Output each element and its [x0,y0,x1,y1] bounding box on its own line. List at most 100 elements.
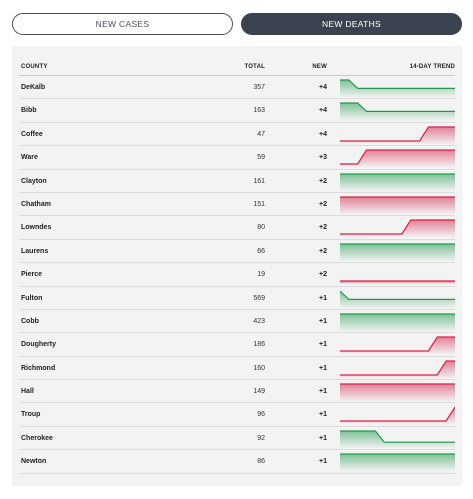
trend-area [340,384,455,402]
trend-line [340,102,455,113]
trend-line [340,336,455,352]
new-deaths: +2 [319,177,327,185]
trend-sparkline [340,219,455,238]
column-header-new[interactable]: NEW [312,64,327,70]
county-table-panel: COUNTY TOTAL NEW 14-DAY TREND DeKalb 357 +… [12,46,462,486]
trend-sparkline [340,407,455,425]
table-row: Lowndes 80 +2 [19,216,455,240]
table-row: Laurens 66 +2 [19,240,455,264]
new-deaths: +4 [319,84,327,91]
trend-line [340,149,455,165]
trend-line [340,126,455,142]
table-row: Richmond 160 +1 [19,357,455,381]
new-deaths: +2 [319,271,327,279]
table-row: Cobb 423 +1 [19,310,455,334]
county-name: Laurens [21,247,49,255]
tab-new-cases[interactable]: NEW CASES [12,13,233,35]
new-deaths: +1 [319,364,327,372]
trend-sparkline [340,453,455,472]
new-deaths: +1 [319,294,327,302]
county-name: Ware [21,154,38,162]
trend-sparkline [340,430,455,448]
total-deaths: 163 [253,107,265,115]
new-deaths: +2 [319,224,327,232]
total-deaths: 66 [257,247,265,255]
table-row: Clayton 161 +2 [19,170,455,193]
county-name: Troup [21,411,41,419]
column-header-total[interactable]: TOTAL [244,64,265,70]
new-deaths: +1 [319,317,327,325]
trend-area [340,407,455,425]
case-type-tabs: NEW CASES NEW DEATHS [12,13,462,35]
county-name: Cherokee [21,434,53,442]
county-name: Bibb [21,107,37,115]
total-deaths: 151 [253,200,265,208]
trend-area [340,220,455,238]
county-name: Lowndes [21,224,52,232]
county-name: Pierce [21,271,43,279]
total-deaths: 423 [253,317,265,325]
county-name: Chatham [21,200,51,208]
new-deaths: +2 [319,247,327,255]
total-deaths: 80 [257,224,265,232]
trend-area [340,360,455,378]
trend-sparkline [340,243,455,261]
trend-sparkline [340,102,455,121]
total-deaths: 47 [257,130,265,138]
table-row: Cherokee 92 +1 [19,427,455,451]
trend-area [340,243,455,261]
trend-sparkline [340,196,455,214]
trend-sparkline [340,280,455,285]
county-name: DeKalb [21,84,46,91]
table-body: DeKalb 357 +4 Bibb 163 +4 Coffee 47 +4 Ware 59 +3 Cl… [19,76,455,474]
total-deaths: 86 [257,458,265,466]
table-row: Troup 96 +1 [19,403,455,427]
trend-sparkline [340,149,455,168]
trend-sparkline [340,172,455,191]
trend-line [340,430,455,443]
new-deaths: +1 [319,388,327,396]
trend-line [340,219,455,235]
table-row: Ware 59 +3 [19,146,455,170]
table-row: Bibb 163 +4 [19,99,455,123]
total-deaths: 59 [257,154,265,162]
tab-new-deaths[interactable]: NEW DEATHS [241,13,462,35]
trend-area [340,313,455,331]
trend-sparkline [340,383,455,402]
new-deaths: +4 [319,107,327,115]
table-row: Coffee 47 +4 [19,123,455,147]
trend-area [340,281,455,285]
new-deaths: +2 [319,200,327,208]
total-deaths: 357 [253,84,265,91]
column-header-county[interactable]: COUNTY [21,64,48,70]
total-deaths: 19 [257,271,265,279]
table-row: Newton 86 +1 [19,450,455,474]
county-name: Cobb [21,317,39,325]
trend-line [340,79,455,89]
trend-sparkline [340,290,455,308]
new-deaths: +1 [319,341,327,349]
total-deaths: 149 [253,388,265,396]
county-name: Fulton [21,294,43,302]
trend-area [340,430,455,448]
new-deaths: +3 [319,154,327,162]
new-deaths: +4 [319,130,327,138]
trend-sparkline [340,313,455,331]
table-row: DeKalb 357 +4 [19,76,455,100]
county-name: Dougherty [21,341,56,349]
table-row: Dougherty 186 +1 [19,333,455,357]
table-header: COUNTY TOTAL NEW 14-DAY TREND [19,58,455,76]
trend-sparkline [340,336,455,355]
total-deaths: 186 [253,341,265,349]
trend-line [340,360,455,376]
column-header-trend: 14-DAY TREND [409,64,455,70]
trend-area [340,150,455,168]
table-row: Pierce 19 +2 [19,263,455,287]
trend-sparkline [340,360,455,378]
trend-sparkline [340,126,455,144]
total-deaths: 92 [257,434,265,442]
county-name: Hall [21,388,34,396]
county-table: COUNTY TOTAL NEW 14-DAY TREND DeKalb 357 +… [19,58,455,474]
county-name: Clayton [21,177,47,185]
trend-area [340,196,455,214]
